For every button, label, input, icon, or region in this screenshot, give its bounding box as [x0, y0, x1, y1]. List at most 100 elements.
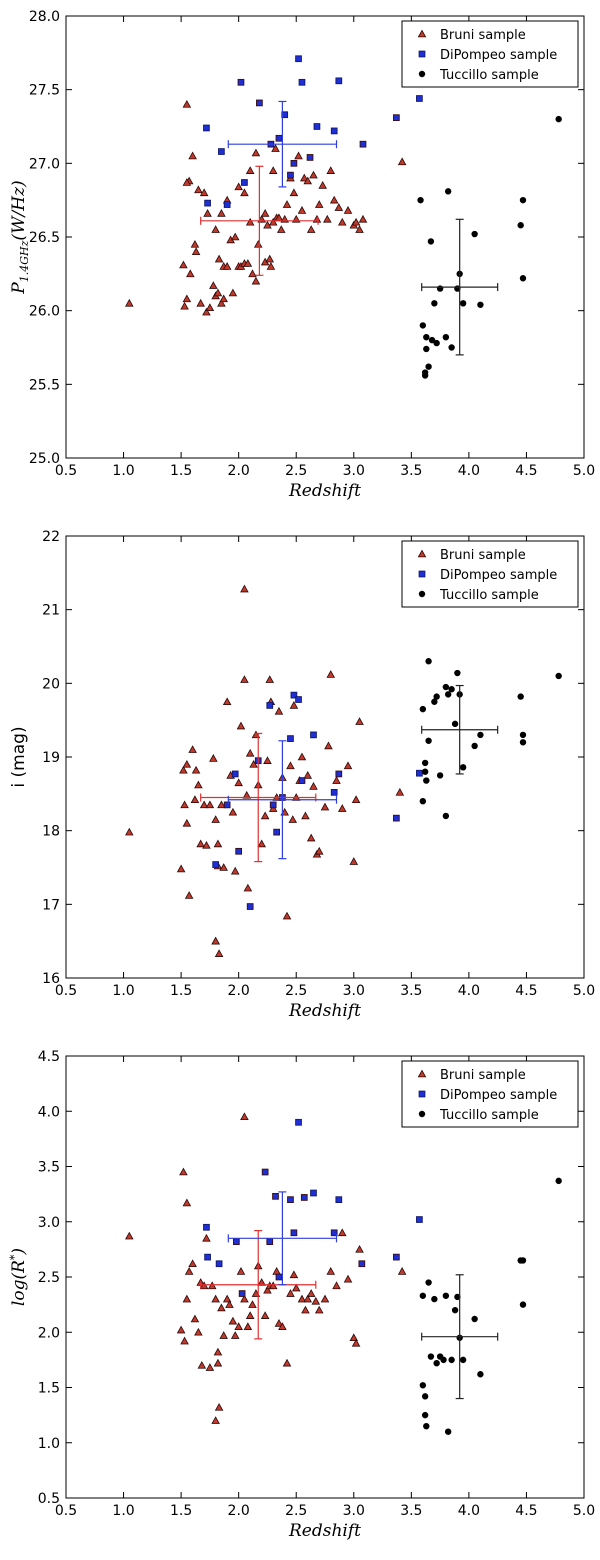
circle-point	[519, 739, 527, 746]
square-point	[261, 1168, 269, 1176]
circle-point	[433, 1359, 440, 1367]
circle-point	[423, 333, 430, 341]
circle-point	[440, 1356, 447, 1364]
triangle-point	[245, 748, 255, 757]
circle-point	[451, 1306, 459, 1314]
circle-point	[459, 764, 467, 771]
triangle-point	[202, 1233, 211, 1242]
error-bar	[227, 740, 338, 860]
y-tick-label: 4.5	[38, 1049, 60, 1065]
circle-point	[471, 230, 478, 238]
triangle-point	[306, 1289, 316, 1297]
triangle-point	[282, 1358, 292, 1367]
y-tick-label: 3.0	[38, 1215, 60, 1231]
triangle-point	[248, 1300, 257, 1308]
circle-point	[425, 737, 432, 744]
triangle-point	[214, 254, 224, 263]
square-point	[330, 1229, 338, 1237]
square-point	[272, 1192, 279, 1200]
square-point	[212, 861, 219, 868]
triangle-point	[288, 815, 298, 823]
triangle-point	[190, 795, 200, 804]
circle-point	[423, 777, 430, 784]
triangle-point	[202, 307, 211, 316]
triangle-point	[291, 1283, 301, 1292]
legend-label: Tuccillo sample	[439, 588, 539, 603]
circle-point	[519, 275, 527, 282]
triangle-point	[301, 1305, 310, 1314]
circle-point	[555, 672, 562, 680]
triangle-point	[274, 706, 284, 715]
square-point	[393, 814, 400, 822]
triangle-point	[182, 178, 192, 186]
legend-label: Tuccillo sample	[439, 1108, 539, 1123]
triangle-point	[289, 1270, 299, 1279]
triangle-point	[243, 1322, 253, 1331]
data-points	[125, 584, 562, 957]
triangle-point	[329, 195, 339, 204]
chart-panel-imag: 0.5 1.0 1.5 2.0 2.5 3.0 3.5 4.0 4.5 5.0 16 17 18 19 20…	[0, 520, 600, 1040]
triangle-point	[230, 1331, 240, 1339]
square-point	[393, 114, 400, 122]
circle-point	[517, 222, 524, 229]
triangle-point	[334, 203, 344, 211]
triangle-point	[191, 765, 201, 774]
legend-circle-marker	[418, 70, 426, 78]
triangle-point	[337, 804, 347, 812]
triangle-point	[314, 846, 324, 855]
y-tick-label: 0.5	[38, 1491, 60, 1507]
triangle-point	[278, 1322, 287, 1331]
triangle-point	[248, 269, 257, 278]
square-point	[204, 199, 211, 207]
triangle-point	[186, 269, 195, 278]
y-axis-label: log(R*)	[8, 1248, 29, 1306]
triangle-point	[351, 795, 361, 804]
triangle-point	[243, 259, 253, 267]
triangle-point	[311, 1296, 321, 1305]
circle-point	[459, 1356, 467, 1364]
triangle-point	[337, 217, 347, 226]
triangle-point	[309, 170, 318, 179]
legend-square-marker	[418, 1090, 426, 1098]
triangle-point	[180, 800, 189, 809]
legend-label: Bruni sample	[440, 1068, 526, 1083]
triangle-point	[306, 225, 316, 233]
error-bar	[200, 165, 319, 276]
x-tick-label: 2.0	[228, 983, 250, 999]
x-axis-label: Redshift	[288, 1001, 361, 1021]
square-point	[306, 154, 314, 161]
circle-point	[454, 669, 461, 677]
square-point	[298, 78, 306, 86]
triangle-point	[222, 1294, 232, 1303]
triangle-point	[211, 815, 220, 823]
scatter-chart: 0.5 1.0 1.5 2.0 2.5 3.0 3.5 4.0 4.5 5.0 25.0 25.5 26…	[9, 9, 595, 501]
triangle-point	[228, 807, 238, 816]
circle-point	[427, 1353, 435, 1360]
triangle-point	[257, 1278, 266, 1286]
x-tick-label: 2.5	[285, 463, 307, 479]
square-point	[295, 1118, 302, 1126]
y-tick-label: 22	[42, 529, 60, 545]
legend-label: DiPompeo sample	[440, 568, 557, 583]
circle-point	[421, 1393, 429, 1400]
triangle-point	[349, 1333, 359, 1342]
x-tick-label: 3.0	[343, 983, 365, 999]
square-point	[223, 201, 231, 208]
square-point	[235, 847, 243, 855]
triangle-point	[263, 756, 272, 764]
square-point	[298, 777, 306, 784]
triangle-point	[240, 1294, 249, 1303]
circle-point	[442, 812, 450, 820]
y-tick-label: 27.0	[29, 156, 60, 172]
triangle-point	[268, 217, 278, 226]
triangle-point	[343, 1274, 353, 1283]
circle-point	[433, 693, 440, 700]
error-bar	[421, 1274, 499, 1400]
triangle-point	[276, 225, 286, 233]
triangle-point	[194, 780, 203, 789]
triangle-point	[240, 584, 249, 593]
triangle-point	[196, 839, 205, 848]
y-tick-label: 2.5	[38, 1270, 60, 1286]
triangle-point	[395, 787, 405, 796]
triangle-point	[242, 790, 252, 799]
